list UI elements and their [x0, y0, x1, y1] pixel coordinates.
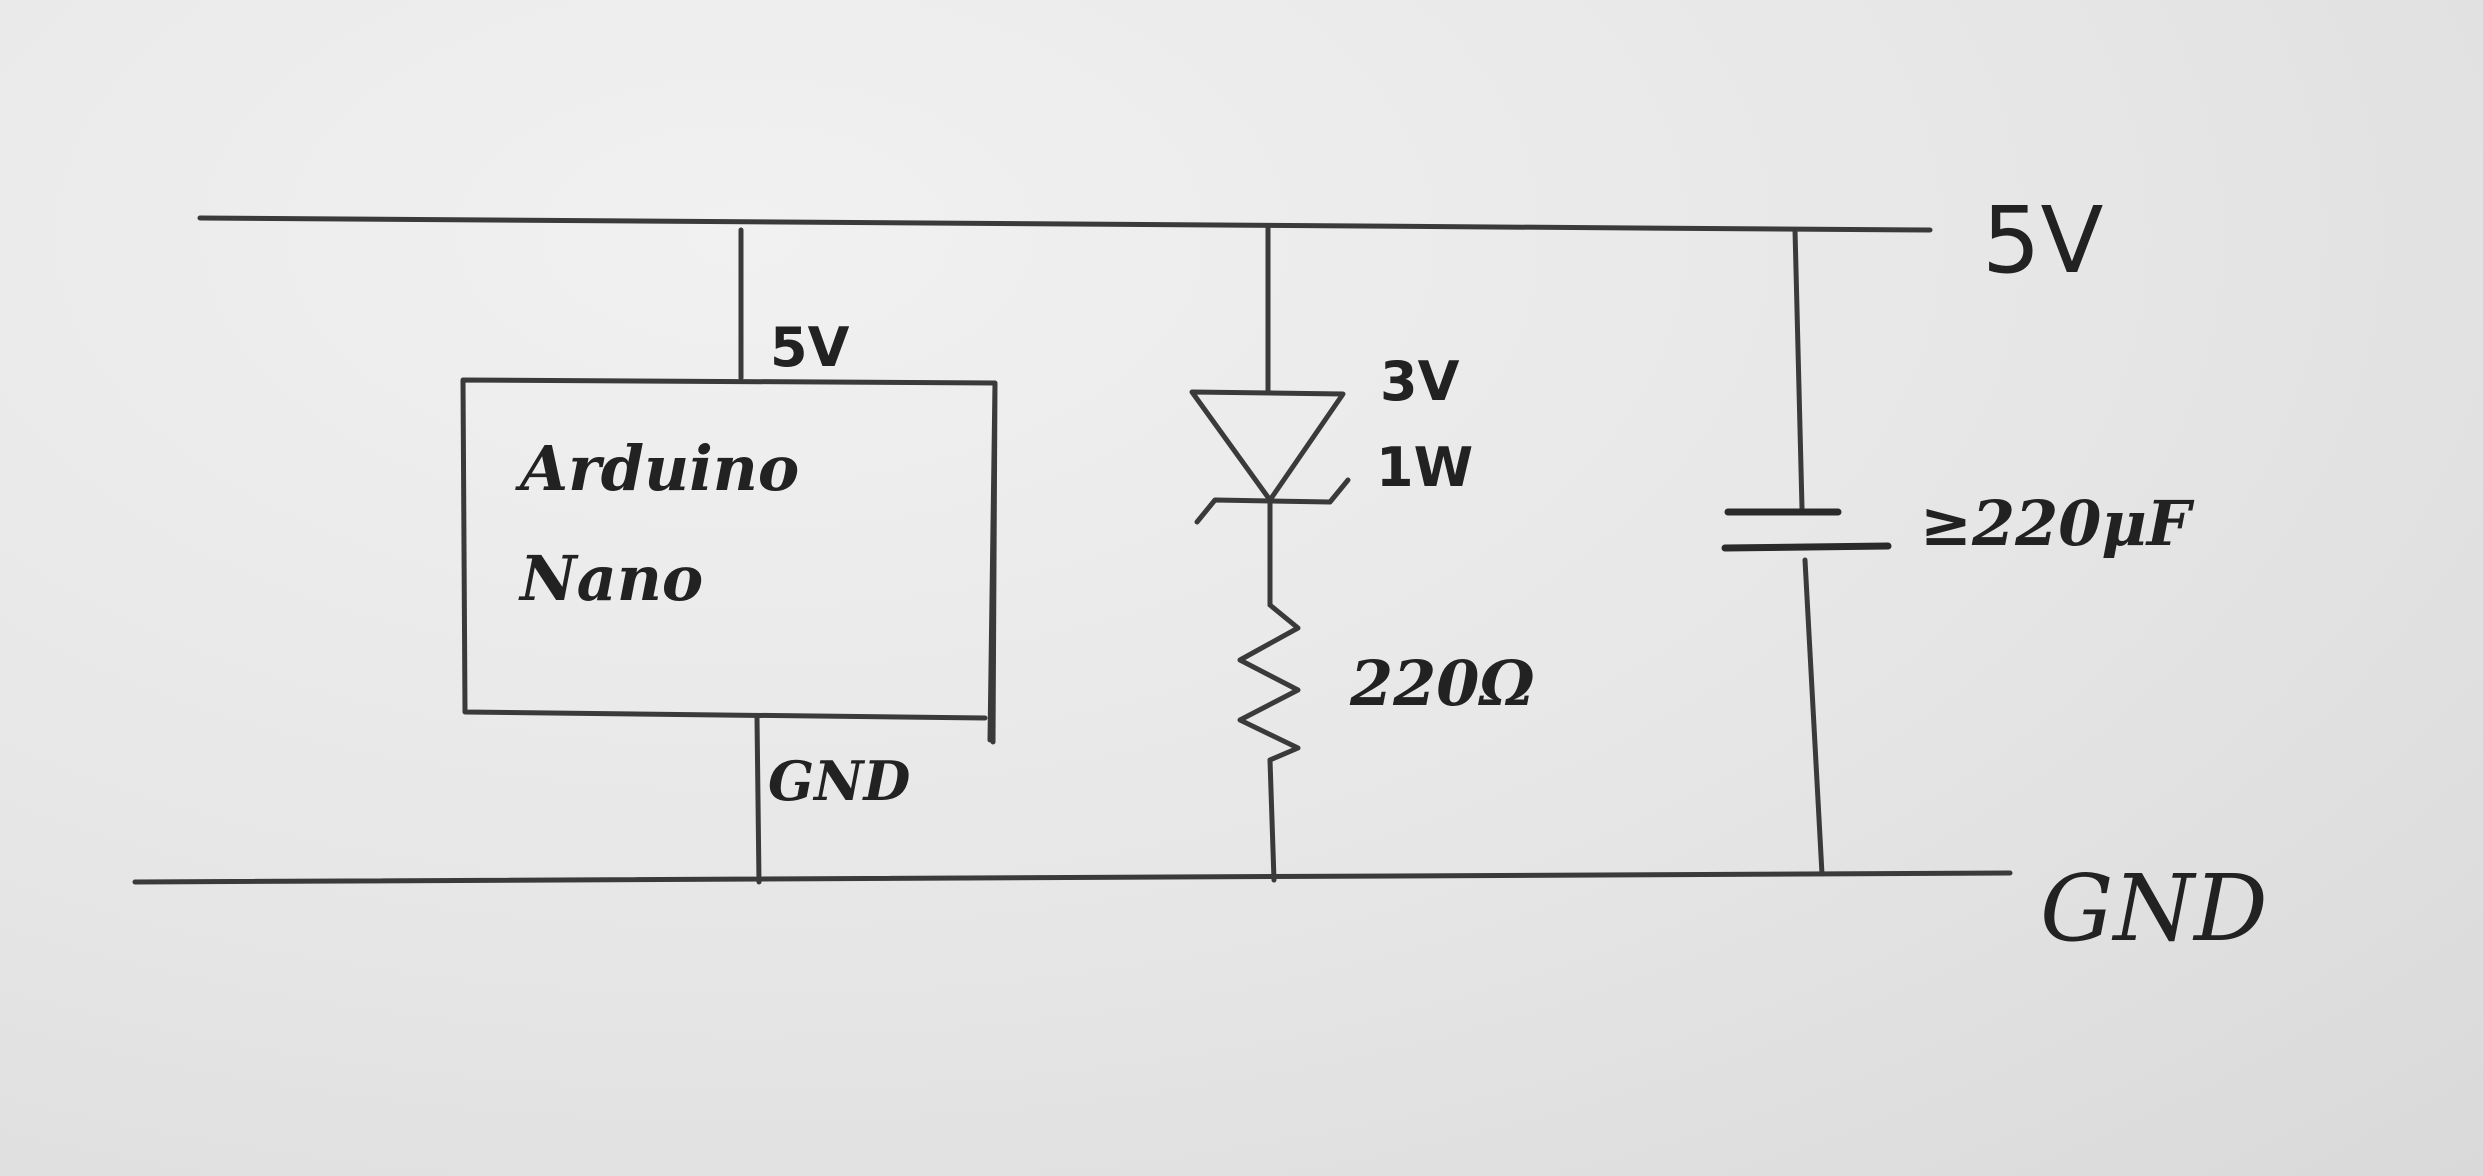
capacitor-bottom-wire [1802, 557, 1825, 877]
rail-5v-wire [197, 215, 1933, 233]
capacitor-top-wire [1792, 227, 1805, 511]
capacitor-plate-bottom [1721, 542, 1892, 552]
resistor-value-label: 220Ω [1349, 647, 1535, 720]
arduino-gnd-pin-label: GND [768, 749, 910, 813]
arduino-box [460, 377, 998, 745]
rail-gnd-wire [132, 870, 2013, 885]
zener-bar [1194, 477, 1351, 525]
rail-5v-label: 5V [1982, 187, 2104, 294]
resistor-gnd-wire [1267, 757, 1277, 883]
zener-diode-symbol [1189, 389, 1346, 503]
arduino-name-line1: Arduino [515, 432, 799, 505]
arduino-5v-pin-label: 5V [770, 316, 850, 379]
resistor-symbol [1237, 602, 1301, 763]
rail-gnd-label: GND [2040, 855, 2268, 962]
arduino-name-line2: Nano [518, 542, 703, 615]
arduino-gnd-wire [754, 715, 762, 885]
zener-power-label: 1W [1376, 436, 1473, 499]
zener-voltage-label: 3V [1380, 350, 1460, 413]
capacitor-value-label: ≥220μF [1920, 487, 2195, 560]
